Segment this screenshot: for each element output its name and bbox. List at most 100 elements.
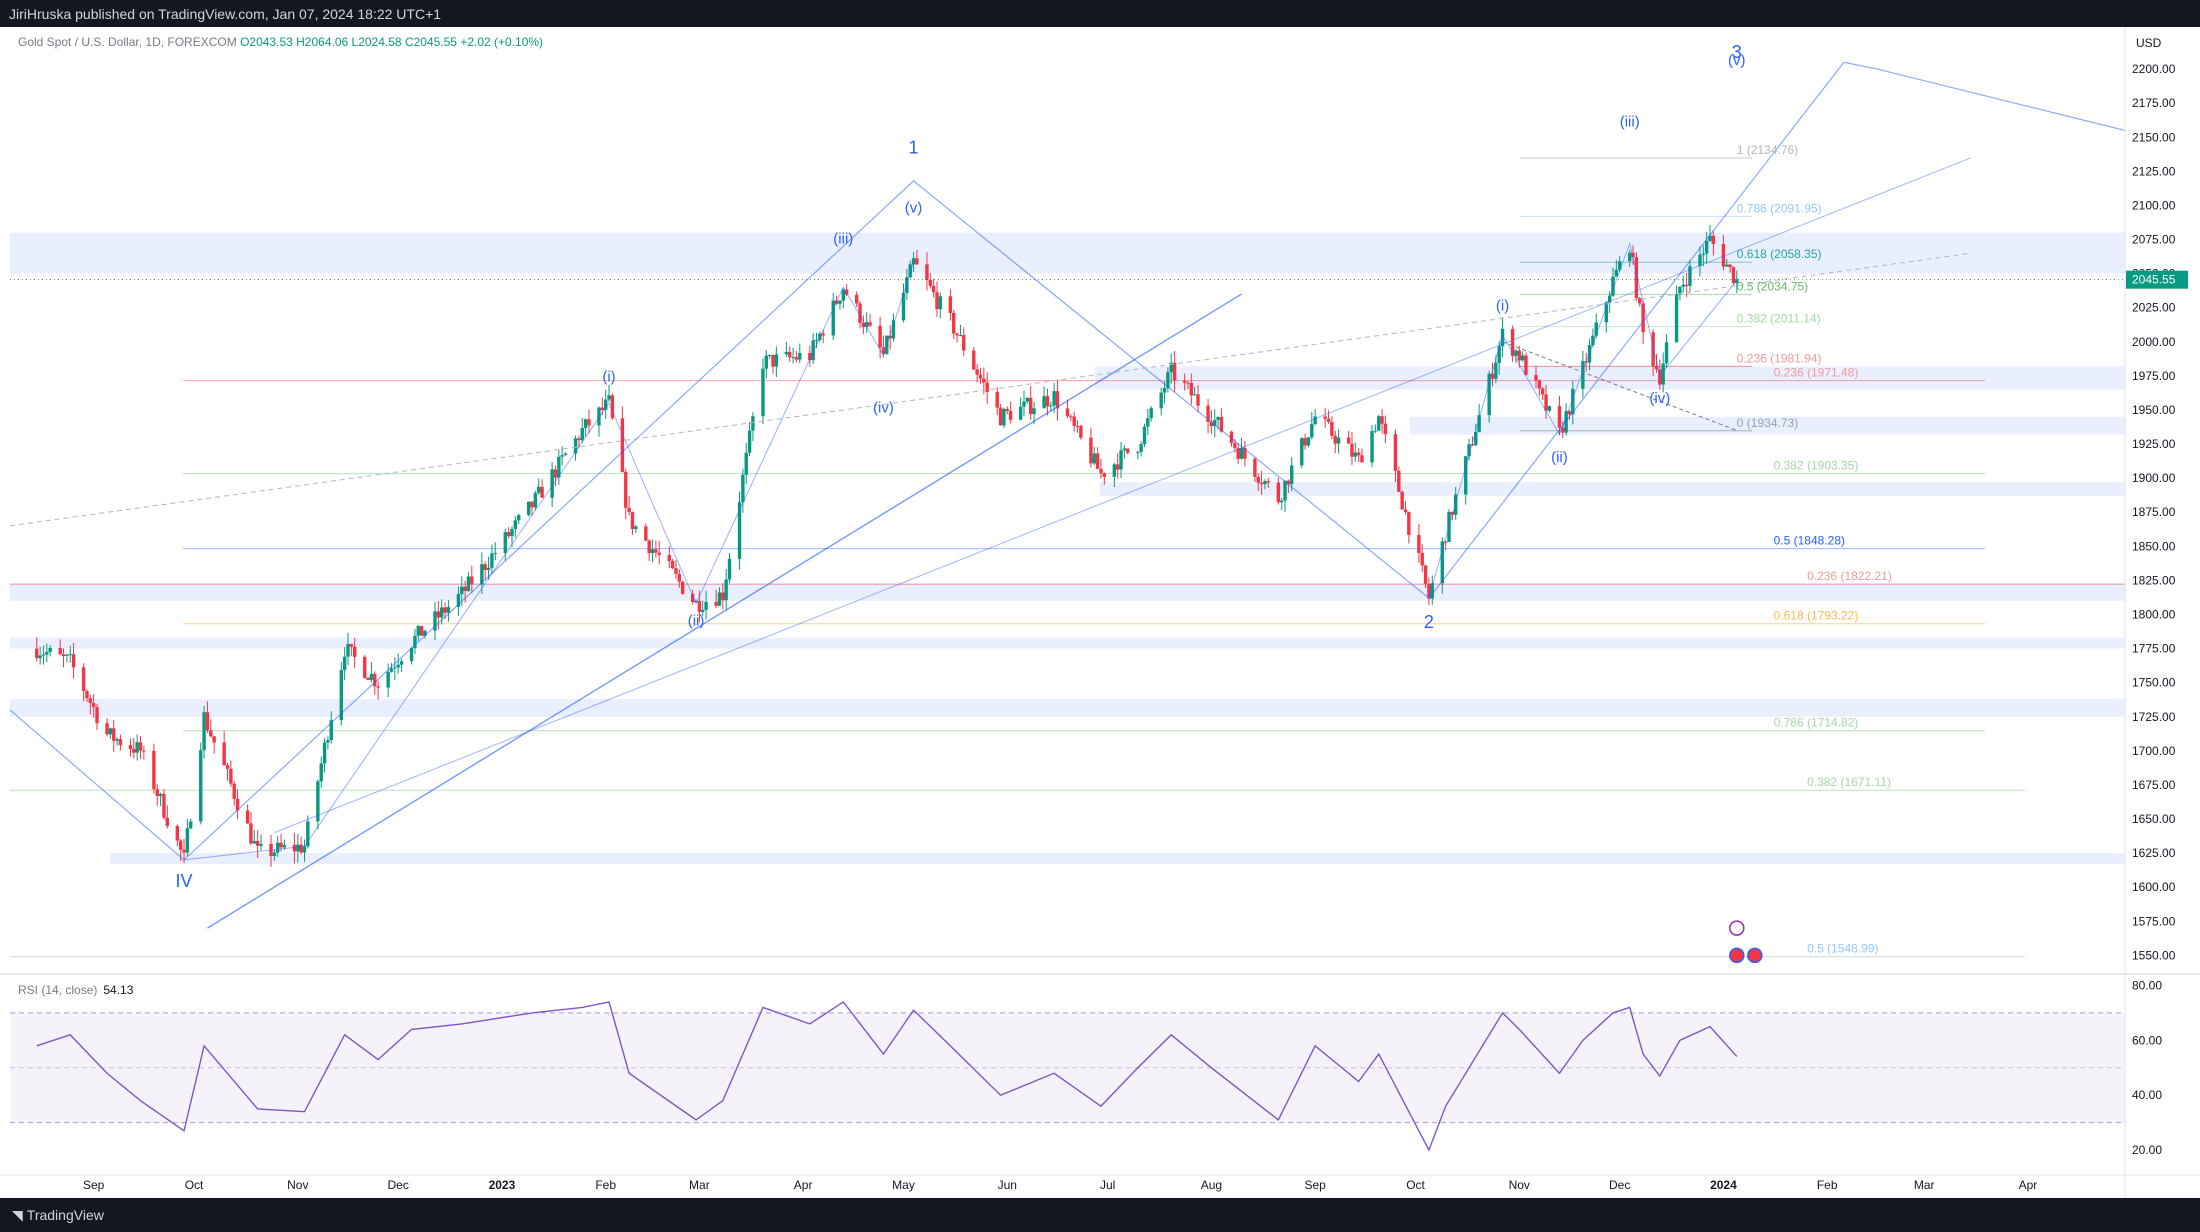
price-tick: 2125.00	[2132, 164, 2176, 178]
candle-body	[1192, 394, 1197, 396]
candle-body	[1219, 416, 1224, 432]
candle-body	[1661, 363, 1665, 385]
candle-body	[41, 654, 46, 656]
candle-body	[647, 540, 651, 554]
candle-body	[1330, 421, 1334, 436]
sr-zone	[10, 637, 2125, 649]
candle-body	[1279, 500, 1284, 503]
time-tick: Apr	[2019, 1178, 2038, 1192]
candle-body	[1407, 512, 1411, 536]
footer-bar: ◥ TradingView	[0, 1198, 2200, 1232]
candle-body	[908, 264, 912, 278]
candle-body	[1189, 383, 1194, 396]
candle-body	[1256, 476, 1260, 483]
candle-body	[1631, 252, 1635, 258]
rsi-tick: 60.00	[2132, 1033, 2162, 1047]
currency-button[interactable]: USD	[2136, 36, 2162, 50]
candle-body	[767, 354, 772, 356]
candle-body	[1310, 424, 1314, 438]
candle-body	[1477, 415, 1481, 432]
candle-body	[399, 661, 404, 665]
candle-body	[413, 635, 417, 649]
candle-body	[1166, 372, 1170, 389]
candle-body	[112, 728, 116, 741]
candle-body	[65, 654, 69, 656]
fib-label: 0.618 (1793.22)	[1774, 609, 1859, 623]
dashed-median	[9, 252, 1972, 527]
candle-body	[1092, 453, 1096, 464]
candle-body	[456, 594, 461, 607]
candle-body	[737, 502, 742, 559]
candle-body	[958, 335, 963, 337]
candle-body	[433, 611, 437, 631]
price-tick: 2000.00	[2132, 335, 2176, 349]
candle-body	[1544, 394, 1548, 411]
candle-body	[1711, 235, 1716, 244]
price-tick: 2200.00	[2132, 62, 2176, 76]
candle-body	[1567, 411, 1572, 415]
candle-body	[1514, 350, 1518, 356]
candle-body	[132, 749, 136, 753]
candle-body	[901, 292, 906, 321]
price-tick: 1675.00	[2132, 778, 2176, 792]
flag-icon	[1747, 947, 1763, 964]
candle-body	[393, 667, 397, 669]
tradingview-logo[interactable]: ◥ TradingView	[12, 1207, 104, 1224]
candle-body	[1112, 464, 1117, 477]
price-chart[interactable]: IV (i) (ii) (iii) (iv) (v) 1 2 (i) (ii) (iii) (iv) 3…	[0, 27, 2200, 1198]
fib-label: 0.236 (1971.48)	[1774, 366, 1859, 380]
fib-label: 0.236 (1981.94)	[1737, 351, 1822, 365]
candle-body	[1142, 426, 1147, 445]
candle-body	[235, 798, 240, 811]
candle-body	[205, 712, 210, 731]
candle-body	[440, 607, 444, 618]
candle-body	[911, 258, 916, 265]
candle-body	[724, 579, 728, 601]
candle-body	[861, 322, 866, 328]
rsi-line	[36, 1001, 1738, 1152]
symbol-title: Gold Spot / U.S. Dollar, 1D, FOREXCOM	[18, 35, 237, 49]
candle-body	[788, 351, 792, 358]
candle-body	[1400, 491, 1404, 510]
rsi-legend: RSI (14, close) 54.13	[18, 983, 133, 997]
candle-body	[460, 586, 464, 595]
candle-body	[255, 840, 260, 846]
candle-body	[587, 419, 591, 426]
time-tick: 2023	[489, 1178, 516, 1192]
time-tick: Sep	[83, 1178, 105, 1192]
candle-body	[1216, 416, 1220, 420]
candle-body	[654, 549, 658, 553]
candle-body	[463, 586, 467, 591]
time-tick: Oct	[185, 1178, 204, 1192]
candle-body	[841, 289, 845, 301]
candle-body	[1681, 284, 1685, 287]
candle-body	[1146, 418, 1150, 427]
candle-body	[962, 335, 966, 351]
candle-body	[878, 325, 882, 348]
candle-body	[580, 427, 584, 441]
open-value: O2043.53	[240, 35, 293, 49]
candle-body	[540, 486, 544, 498]
candle-body	[1182, 380, 1187, 383]
fib-label: 0.382 (2011.14)	[1737, 312, 1821, 326]
candle-body	[982, 378, 986, 383]
candle-body	[319, 763, 323, 782]
candle-body	[808, 353, 812, 361]
price-tick: 2175.00	[2132, 96, 2176, 110]
candle-body	[1725, 264, 1729, 267]
candle-body	[1300, 438, 1304, 466]
candle-body	[764, 355, 769, 369]
time-tick: Dec	[388, 1178, 409, 1192]
candle-body	[483, 564, 487, 571]
candle-body	[821, 333, 825, 336]
candle-body	[1025, 397, 1030, 402]
candle-body	[178, 840, 183, 850]
candle-body	[1213, 419, 1217, 427]
candle-body	[35, 648, 39, 659]
candle-body	[326, 740, 330, 743]
candle-body	[396, 664, 400, 668]
candle-body	[225, 765, 230, 769]
wave-label: (v)	[905, 199, 923, 216]
candle-body	[794, 357, 799, 360]
event-icon	[1729, 920, 1745, 936]
